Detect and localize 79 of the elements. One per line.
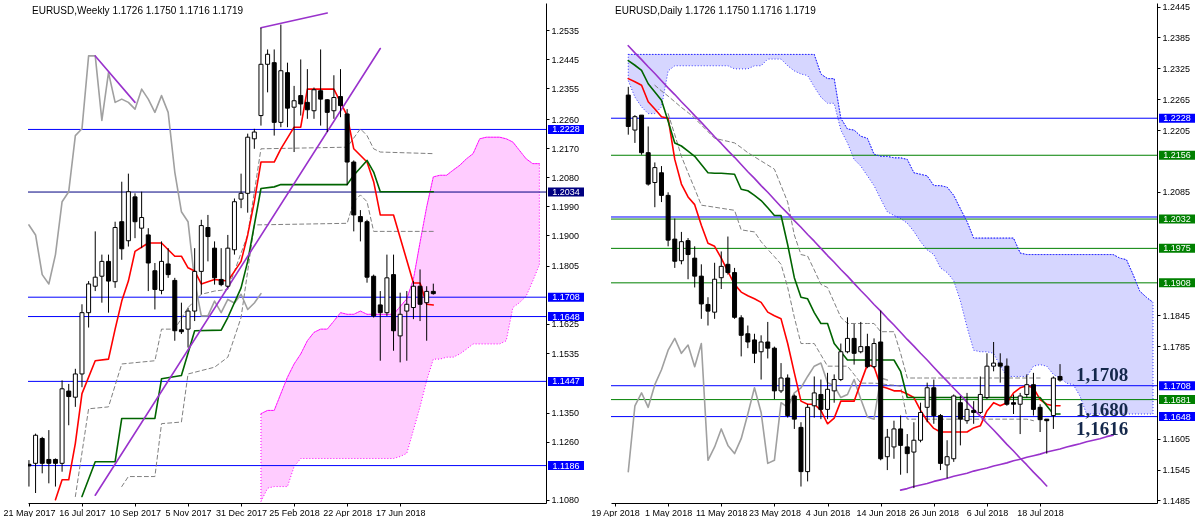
ref-line-label: 1.1908 (1163, 277, 1191, 288)
ref-line-label: 1.1186 (552, 460, 580, 471)
ref-line-label: 1.1975 (1163, 243, 1191, 254)
line-series (627, 337, 889, 473)
x-tick-label: 31 Dec 2017 (216, 507, 268, 518)
y-tick-label: 1.1260 (551, 437, 580, 448)
candlestick (397, 292, 403, 363)
y-tick-label: 1.2535 (551, 25, 580, 36)
x-tick-label: 4 Jun 2018 (805, 507, 851, 518)
ref-line-label: 1.2034 (552, 187, 580, 198)
y-tick-label: 1.1485 (1162, 495, 1191, 506)
x-tick-label: 26 Jun 2018 (909, 507, 960, 518)
ref-line-label: 1.1708 (552, 292, 580, 303)
ref-line-label: 1.2156 (1163, 150, 1191, 161)
y-tick-label: 1.1605 (1162, 434, 1191, 445)
ref-line-label: 1.1648 (552, 311, 580, 322)
candlestick (404, 290, 410, 362)
x-tick-label: 17 Jun 2018 (375, 507, 426, 518)
y-tick-label: 1.2080 (551, 172, 580, 183)
x-tick-label: 23 May 2018 (748, 507, 801, 518)
x-tick-label: 25 Feb 2018 (269, 507, 320, 518)
y-tick-label: 1.1080 (551, 495, 580, 506)
x-tick-label: 10 Sep 2017 (109, 507, 162, 518)
annotation: 1,1680 (1075, 399, 1129, 420)
x-tick-label: 21 May 2017 (3, 507, 56, 518)
x-tick-label: 1 May 2018 (645, 507, 693, 518)
line-series (28, 55, 262, 317)
line-series (627, 53, 1154, 303)
candlestick (165, 247, 171, 279)
y-tick-label: 1.1535 (551, 348, 580, 359)
x-tick-label: 19 Apr 2018 (591, 507, 640, 518)
ref-line-label: 1.1708 (1163, 380, 1191, 391)
chart-title: EURUSD,Weekly 1.1726 1.1750 1.1716 1.1719 (32, 5, 244, 16)
y-tick-label: 1.1625 (551, 319, 580, 330)
y-tick-label: 1.2085 (1162, 187, 1191, 198)
candlestick (1017, 392, 1023, 435)
x-tick-label: 14 Jun 2018 (856, 507, 906, 518)
y-tick-label: 1.2445 (1162, 2, 1191, 13)
ref-line-label: 1.1447 (552, 376, 580, 387)
x-tick-label: 6 Jul 2018 (966, 507, 1009, 518)
x-tick-label: 5 Nov 2017 (165, 507, 212, 518)
y-tick-label: 1.1845 (1162, 310, 1191, 321)
x-tick-label: 22 Apr 2018 (323, 507, 372, 518)
line-series (654, 84, 1041, 379)
x-tick-label: 18 Jul 2018 (1017, 507, 1064, 518)
y-tick-label: 1.1545 (1162, 465, 1191, 476)
y-tick-label: 1.2205 (1162, 125, 1191, 136)
candlestick (28, 459, 32, 488)
line-series (54, 88, 435, 501)
y-tick-label: 1.1805 (551, 261, 580, 272)
y-tick-label: 1.2325 (1162, 63, 1191, 74)
candlestick (92, 230, 98, 292)
candlestick (791, 393, 797, 430)
candlestick (692, 245, 698, 288)
y-tick-label: 1.1350 (551, 408, 580, 419)
annotation: 1,1616 (1075, 418, 1129, 439)
y-tick-label: 1.1785 (1162, 341, 1191, 352)
ref-line-label: 1.1648 (1163, 411, 1191, 422)
y-tick-label: 1.2355 (551, 83, 580, 94)
line-series (121, 194, 434, 488)
y-tick-label: 1.2445 (551, 54, 580, 65)
line-series (667, 113, 1034, 422)
ref-line-label: 1.2228 (552, 124, 580, 135)
y-tick-label: 1.2385 (1162, 32, 1191, 43)
ref-line-label: 1.2032 (1163, 214, 1191, 225)
chart-title: EURUSD,Daily 1.1726 1.1750 1.1716 1.1719 (615, 5, 817, 16)
ref-line-label: 1.2228 (1163, 113, 1191, 124)
annotation: 1,1708 (1075, 364, 1129, 385)
x-tick-label: 11 May 2018 (696, 507, 748, 518)
candlestick (1024, 373, 1030, 399)
y-tick-label: 1.2170 (551, 143, 580, 154)
y-tick-label: 1.1990 (551, 201, 580, 212)
y-tick-label: 1.1900 (551, 230, 580, 241)
y-tick-label: 1.2265 (1162, 94, 1191, 105)
x-tick-label: 16 Jul 2017 (59, 507, 106, 518)
y-tick-label: 1.2260 (551, 114, 580, 125)
line-series (260, 136, 540, 415)
ref-line-label: 1.1681 (1163, 394, 1191, 405)
candlestick (251, 128, 257, 150)
